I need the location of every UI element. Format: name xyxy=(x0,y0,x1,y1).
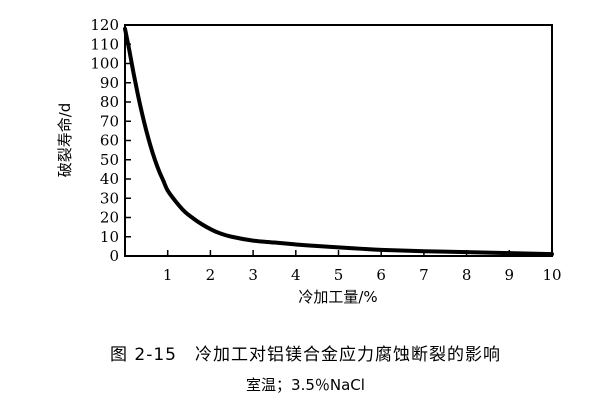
x-tick-label: 4 xyxy=(291,266,301,284)
x-tick-label: 6 xyxy=(376,266,386,284)
figure-subcaption: 室温；3.5％NaCl xyxy=(246,376,365,394)
plot-frame xyxy=(124,24,553,257)
y-tick-label: 50 xyxy=(100,151,119,169)
y-tick-label: 110 xyxy=(90,35,119,53)
x-tick-label: 7 xyxy=(419,266,429,284)
data-line xyxy=(123,26,554,257)
figure-caption: 图 2-15 冷加工对铝镁合金应力腐蚀断裂的影响 xyxy=(110,345,501,365)
y-tick-label: 100 xyxy=(90,55,119,73)
y-tick-label: 0 xyxy=(109,247,119,265)
x-tick-label: 2 xyxy=(206,266,216,284)
x-tick-label: 3 xyxy=(248,266,258,284)
x-axis-title: 冷加工量/% xyxy=(298,288,377,306)
x-tick-label: 10 xyxy=(542,266,561,284)
y-tick-label: 10 xyxy=(100,228,119,246)
x-tick-label: 5 xyxy=(334,266,344,284)
y-tick-label: 40 xyxy=(100,170,119,188)
x-tick-label: 1 xyxy=(163,266,173,284)
y-tick-label: 60 xyxy=(100,132,119,150)
y-tick-label: 30 xyxy=(100,189,119,207)
x-tick-label: 8 xyxy=(462,266,472,284)
y-tick-label: 80 xyxy=(100,93,119,111)
y-tick-label: 90 xyxy=(100,74,119,92)
y-tick-label: 70 xyxy=(100,112,119,130)
x-tick-label: 9 xyxy=(505,266,515,284)
y-tick-label: 20 xyxy=(100,209,119,227)
y-axis-title: 破裂寿命/d xyxy=(56,103,74,178)
y-tick-label: 120 xyxy=(90,16,119,34)
